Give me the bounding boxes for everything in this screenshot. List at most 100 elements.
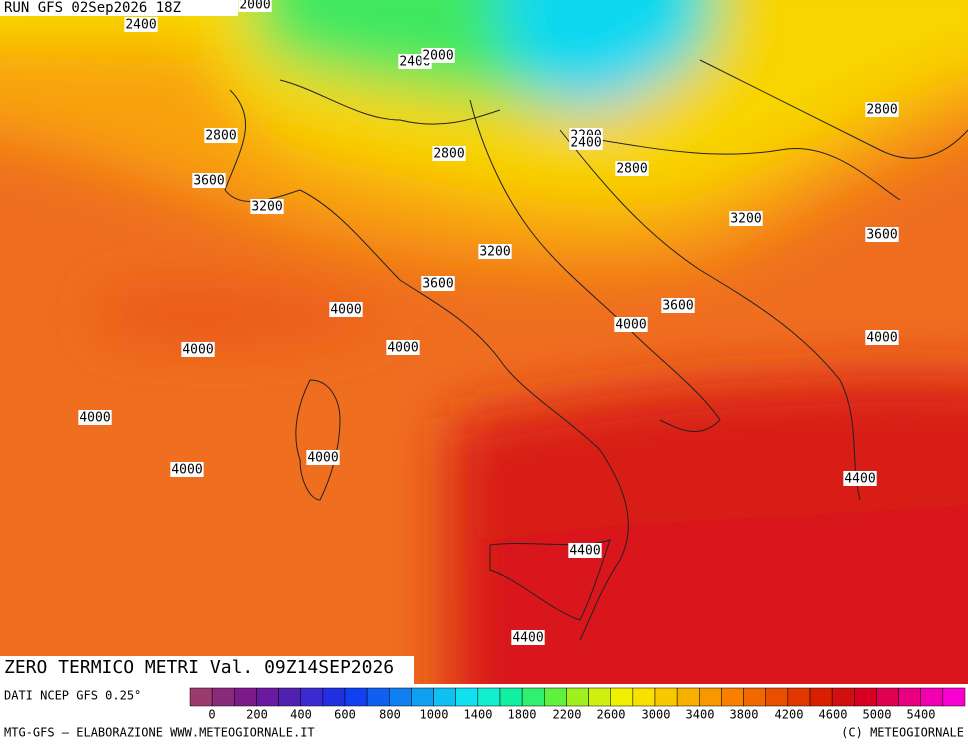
colorbar-swatch [256,687,279,707]
contour-label: 4400 [512,631,543,646]
colorbar-swatch [322,687,346,707]
run-label: RUN GFS 02Sep2026 18Z [4,0,181,16]
colorbar-label: 1400 [464,708,493,722]
contour-label: 2800 [205,129,236,144]
colorbar-swatch [499,687,523,707]
contour-label-box [421,276,455,291]
contour-label: 4400 [844,472,875,487]
contour-label-box [250,199,284,214]
contour-label: 2800 [433,147,464,162]
colorbar-swatch [211,687,235,707]
contour-label-box [568,543,602,558]
colorbar-swatch [676,687,700,707]
colorbar-label: 0 [208,708,215,722]
contour-label: 2800 [866,103,897,118]
colorbar-label: 5000 [863,708,892,722]
colorbar-label: 4600 [819,708,848,722]
colorbar-label: 400 [290,708,312,722]
coastlines [224,59,968,641]
contour-label: 3200 [479,245,510,260]
colorbar-swatch [831,687,855,707]
colorbar-swatch [234,687,257,707]
contour-label-box [78,410,112,425]
colorbar-swatch [721,687,744,707]
colorbar-swatch [854,687,877,707]
contour-label-box [865,227,899,242]
contour-label-box [192,173,226,188]
contour-label-box [865,330,899,345]
colorbar-swatch [566,687,589,707]
contour-label-box [843,471,877,486]
contour-label: 3600 [866,228,897,243]
colorbar-swatch [699,687,722,707]
contour-label-box [170,462,204,477]
contour-label: 2400 [125,18,156,33]
credit-label: MTG-GFS — ELABORAZIONE WWW.METEOGIORNALE… [4,726,315,740]
colorbar-swatch [278,687,301,707]
contour-label-box [432,146,466,161]
contour-label-box [865,102,899,117]
contour-label: 3600 [422,277,453,292]
colorbar-swatch [765,687,789,707]
title-box [0,656,414,684]
colorbar-label: 5400 [907,708,936,722]
copyright-label: (C) METEOGIORNALE [841,726,964,740]
contour-label: 4000 [79,411,110,426]
colorbar-swatch [189,687,213,707]
contour-label-box [661,298,695,313]
colorbar-swatch [477,687,501,707]
contour-label-box [306,450,340,465]
contour-label-box [181,342,215,357]
contour-label: 3200 [730,212,761,227]
header-box [0,0,238,16]
contour-label: 4000 [307,451,338,466]
contour-label: 3600 [662,299,693,314]
contour-label-box [569,135,603,150]
contour-label-box [614,317,648,332]
colorbar-swatch [521,687,545,707]
contour-label-box [386,340,420,355]
colorbar: 0 200 400 600 800 1000 1400 1800 2200 2600 3000 340… [189,687,966,722]
colorbar-swatch [610,687,634,707]
source-label: DATI NCEP GFS 0.25° [4,689,141,703]
colorbar-swatch [366,687,390,707]
colorbar-swatch [743,687,766,707]
colorbar-label: 200 [246,708,268,722]
contour-label-box [204,128,238,143]
colorbar-swatch [809,687,833,707]
colorbar-swatch [898,687,921,707]
colorbar-label: 3000 [642,708,671,722]
contour-label: 3200 [251,200,282,215]
colorbar-label: 600 [334,708,356,722]
contour-label: 4400 [569,544,600,559]
colorbar-label: 3400 [686,708,715,722]
colorbar-label: 1800 [508,708,537,722]
contour-label-box [421,48,455,63]
contour-label: 4000 [615,318,646,333]
colorbar-label: 3800 [730,708,759,722]
colorbar-swatch [654,687,678,707]
contour-label: 2800 [616,162,647,177]
colorbar-swatch [876,687,899,707]
colorbar-swatch [920,687,944,707]
colorbar-label: 800 [379,708,401,722]
colorbar-swatch [942,687,966,707]
contour-label: 4000 [866,331,897,346]
contour-label-box [729,211,763,226]
contour-label: 4000 [387,341,418,356]
colorbar-label: 2200 [553,708,582,722]
contour-label-box [238,0,272,12]
contour-label: 2000 [422,49,453,64]
colorbar-swatch [787,687,811,707]
colorbar-swatch [411,687,434,707]
contour-label-box [615,161,649,176]
colorbar-swatch [389,687,412,707]
contour-label: 2000 [239,0,270,13]
contour-label: 4000 [171,463,202,478]
colorbar-label: 2600 [597,708,626,722]
contour-label: 3600 [193,174,224,189]
contour-label: 4000 [182,343,213,358]
colorbar-label: 1000 [420,708,449,722]
